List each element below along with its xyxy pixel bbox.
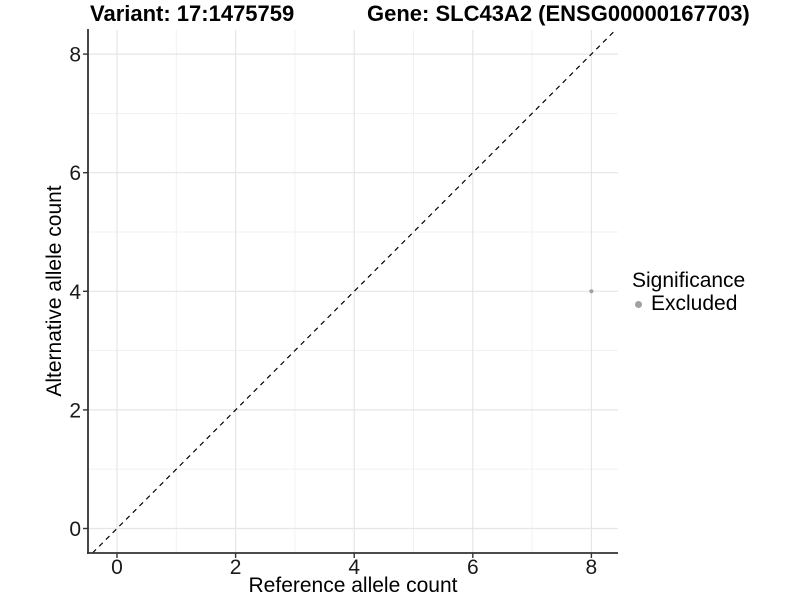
gene-title: Gene: SLC43A2 (ENSG00000167703) bbox=[367, 1, 750, 26]
y-tick-label: 2 bbox=[69, 399, 81, 422]
legend-item-excluded: Excluded bbox=[632, 293, 745, 315]
y-tick-label: 8 bbox=[69, 44, 81, 67]
data-point bbox=[589, 289, 594, 294]
x-tick-label: 4 bbox=[348, 556, 360, 579]
x-tick-label: 8 bbox=[586, 556, 598, 579]
y-tick-label: 0 bbox=[69, 518, 81, 541]
x-tick-label: 0 bbox=[111, 556, 123, 579]
variant-title: Variant: 17:1475759 bbox=[90, 1, 295, 26]
x-tick-label: 2 bbox=[230, 556, 242, 579]
x-axis-title: Reference allele count bbox=[248, 574, 458, 597]
legend: Significance Excluded bbox=[632, 270, 745, 315]
y-tick-label: 6 bbox=[69, 162, 81, 185]
y-tick-label: 4 bbox=[69, 281, 81, 304]
legend-point-icon bbox=[635, 300, 642, 308]
legend-item-label: Excluded bbox=[651, 292, 738, 315]
legend-title: Significance bbox=[632, 269, 746, 292]
y-axis-title: Alternative allele count bbox=[43, 185, 66, 397]
x-tick-label: 6 bbox=[467, 556, 479, 579]
